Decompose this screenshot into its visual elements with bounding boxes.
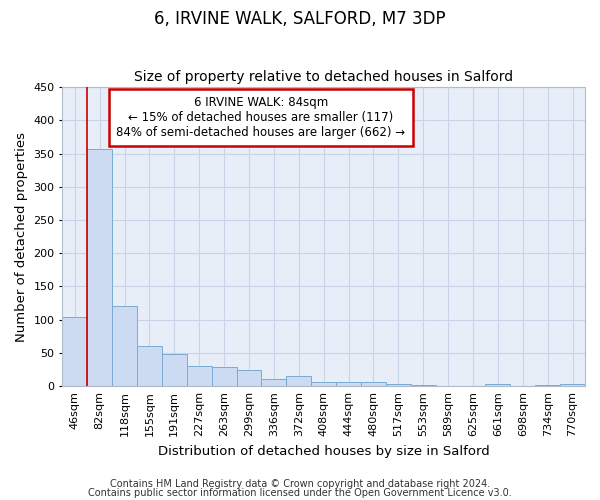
Bar xyxy=(361,382,386,386)
Bar xyxy=(212,367,236,386)
Bar xyxy=(262,379,286,386)
Bar xyxy=(236,370,262,386)
Bar xyxy=(187,366,212,386)
Bar xyxy=(87,149,112,386)
Bar xyxy=(535,385,560,386)
Bar xyxy=(62,317,87,386)
Y-axis label: Number of detached properties: Number of detached properties xyxy=(15,132,28,342)
Bar xyxy=(162,354,187,386)
Text: Contains public sector information licensed under the Open Government Licence v3: Contains public sector information licen… xyxy=(88,488,512,498)
Text: 6, IRVINE WALK, SALFORD, M7 3DP: 6, IRVINE WALK, SALFORD, M7 3DP xyxy=(154,10,446,28)
Bar xyxy=(311,382,336,386)
Title: Size of property relative to detached houses in Salford: Size of property relative to detached ho… xyxy=(134,70,513,85)
Text: Contains HM Land Registry data © Crown copyright and database right 2024.: Contains HM Land Registry data © Crown c… xyxy=(110,479,490,489)
Bar xyxy=(336,382,361,386)
Bar xyxy=(386,384,411,386)
Bar xyxy=(286,376,311,386)
Bar xyxy=(112,306,137,386)
X-axis label: Distribution of detached houses by size in Salford: Distribution of detached houses by size … xyxy=(158,444,490,458)
Text: 6 IRVINE WALK: 84sqm
← 15% of detached houses are smaller (117)
84% of semi-deta: 6 IRVINE WALK: 84sqm ← 15% of detached h… xyxy=(116,96,406,139)
Bar xyxy=(137,346,162,386)
Bar xyxy=(485,384,511,386)
Bar xyxy=(560,384,585,386)
Bar xyxy=(411,385,436,386)
